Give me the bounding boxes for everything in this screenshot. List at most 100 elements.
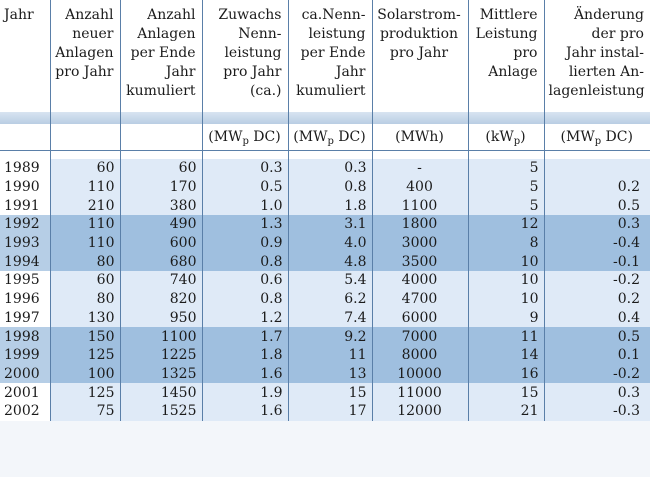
solar-statistics-table: Jahr Anzahl neuer Anlagen pro Jahr Anzahl An… <box>0 0 650 421</box>
header-neue-anlagen: Anzahl neuer Anlagen pro Jahr <box>49 0 120 112</box>
cell-produktion: - <box>371 159 468 178</box>
cell-neue-anlagen: 80 <box>49 252 120 272</box>
cell-produktion: 4000 <box>371 271 468 290</box>
cell-nennleistung-kumuliert: 3.1 <box>287 215 372 234</box>
cell-aenderung: 0.2 <box>543 289 650 309</box>
cell-aenderung: 0.5 <box>543 327 650 346</box>
cell-zuwachs: 1.3 <box>201 215 288 234</box>
cell-aenderung: 0.1 <box>543 345 650 365</box>
cell-zuwachs: 0.9 <box>201 233 288 253</box>
cell-nennleistung-kumuliert: 9.2 <box>287 327 372 346</box>
cell-mittlere-leistung: 10 <box>467 289 544 309</box>
cell-zuwachs: 0.5 <box>201 177 288 197</box>
header-solarstromproduktion: Solarstrom-produktion pro Jahr <box>371 0 468 112</box>
cell-jahr: 2001 <box>0 383 50 402</box>
cell-neue-anlagen: 110 <box>49 177 120 197</box>
cell-nennleistung-kumuliert: 6.2 <box>287 289 372 309</box>
cell-anlagen-kumuliert: 380 <box>119 196 202 216</box>
cell-anlagen-kumuliert: 740 <box>119 271 202 290</box>
cell-zuwachs: 1.2 <box>201 308 288 328</box>
cell-anlagen-kumuliert: 60 <box>119 159 202 178</box>
table-row: 2002 75 1525 1.6 17 12000 21 -0.3 <box>0 401 650 421</box>
cell-neue-anlagen: 130 <box>49 308 120 328</box>
cell-jahr: 2000 <box>0 364 50 384</box>
unit-produktion: (MWh) <box>371 124 468 151</box>
cell-jahr: 1995 <box>0 271 50 290</box>
table-row: 1995 60 740 0.6 5.4 4000 10 -0.2 <box>0 271 650 290</box>
table-row: 1994 80 680 0.8 4.8 3500 10 -0.1 <box>0 252 650 272</box>
cell-mittlere-leistung: 10 <box>467 271 544 290</box>
cell-mittlere-leistung: 15 <box>467 383 544 402</box>
header-jahr: Jahr <box>0 0 50 112</box>
cell-neue-anlagen: 60 <box>49 159 120 178</box>
cell-aenderung: 0.4 <box>543 308 650 328</box>
cell-jahr: 1996 <box>0 289 50 309</box>
cell-produktion: 3000 <box>371 233 468 253</box>
table-row: 1990 110 170 0.5 0.8 400 5 0.2 <box>0 177 650 197</box>
cell-produktion: 4700 <box>371 289 468 309</box>
cell-aenderung: -0.3 <box>543 401 650 421</box>
cell-aenderung: 0.3 <box>543 383 650 402</box>
header-row: Jahr Anzahl neuer Anlagen pro Jahr Anzahl An… <box>0 0 650 112</box>
table-row: 1993 110 600 0.9 4.0 3000 8 -0.4 <box>0 233 650 253</box>
cell-neue-anlagen: 100 <box>49 364 120 384</box>
table-row: 1997 130 950 1.2 7.4 6000 9 0.4 <box>0 308 650 328</box>
cell-anlagen-kumuliert: 820 <box>119 289 202 309</box>
cell-produktion: 1100 <box>371 196 468 216</box>
cell-zuwachs: 0.8 <box>201 289 288 309</box>
cell-neue-anlagen: 75 <box>49 401 120 421</box>
cell-nennleistung-kumuliert: 0.8 <box>287 177 372 197</box>
header-separator <box>0 112 650 124</box>
cell-neue-anlagen: 125 <box>49 345 120 365</box>
cell-neue-anlagen: 110 <box>49 233 120 253</box>
cell-mittlere-leistung: 21 <box>467 401 544 421</box>
cell-neue-anlagen: 80 <box>49 289 120 309</box>
cell-nennleistung-kumuliert: 11 <box>287 345 372 365</box>
cell-produktion: 3500 <box>371 252 468 272</box>
cell-jahr: 1997 <box>0 308 50 328</box>
cell-nennleistung-kumuliert: 7.4 <box>287 308 372 328</box>
header-anlagen-kumuliert: Anzahl Anlagen per Ende Jahr kumuliert <box>119 0 202 112</box>
table-row: 1992 110 490 1.3 3.1 1800 12 0.3 <box>0 215 650 234</box>
unit-zuwachs: (MWp DC) <box>201 124 288 151</box>
table-row: 1991 210 380 1.0 1.8 1100 5 0.5 <box>0 196 650 216</box>
cell-mittlere-leistung: 8 <box>467 233 544 253</box>
unit-nennleistung: (MWp DC) <box>287 124 372 151</box>
table-row: 1998 150 1100 1.7 9.2 7000 11 0.5 <box>0 327 650 346</box>
cell-neue-anlagen: 210 <box>49 196 120 216</box>
cell-nennleistung-kumuliert: 0.3 <box>287 159 372 178</box>
cell-jahr: 2002 <box>0 401 50 421</box>
cell-neue-anlagen: 125 <box>49 383 120 402</box>
table-row: 2001 125 1450 1.9 15 11000 15 0.3 <box>0 383 650 402</box>
units-gap <box>0 150 650 159</box>
table-row: 1989 60 60 0.3 0.3-5 <box>0 159 650 178</box>
cell-zuwachs: 1.7 <box>201 327 288 346</box>
cell-anlagen-kumuliert: 680 <box>119 252 202 272</box>
cell-produktion: 6000 <box>371 308 468 328</box>
cell-anlagen-kumuliert: 1525 <box>119 401 202 421</box>
cell-jahr: 1989 <box>0 159 50 178</box>
cell-aenderung: 0.2 <box>543 177 650 197</box>
cell-anlagen-kumuliert: 1450 <box>119 383 202 402</box>
cell-anlagen-kumuliert: 950 <box>119 308 202 328</box>
cell-mittlere-leistung: 5 <box>467 159 544 178</box>
cell-produktion: 1800 <box>371 215 468 234</box>
cell-jahr: 1993 <box>0 233 50 253</box>
cell-aenderung: -0.2 <box>543 364 650 384</box>
table-row: 1996 80 820 0.8 6.2 4700 10 0.2 <box>0 289 650 309</box>
units-row: (MWp DC) (MWp DC) (MWh) (kWp) (MWp DC) <box>0 124 650 151</box>
cell-anlagen-kumuliert: 170 <box>119 177 202 197</box>
unit-mittlere-leistung: (kWp) <box>467 124 544 151</box>
cell-produktion: 11000 <box>371 383 468 402</box>
cell-jahr: 1994 <box>0 252 50 272</box>
cell-zuwachs: 1.9 <box>201 383 288 402</box>
cell-anlagen-kumuliert: 1325 <box>119 364 202 384</box>
cell-neue-anlagen: 110 <box>49 215 120 234</box>
cell-jahr: 1990 <box>0 177 50 197</box>
cell-mittlere-leistung: 9 <box>467 308 544 328</box>
cell-mittlere-leistung: 12 <box>467 215 544 234</box>
cell-zuwachs: 1.6 <box>201 401 288 421</box>
cell-jahr: 1992 <box>0 215 50 234</box>
header-mittlere-leistung: Mittlere Leistung pro Anlage <box>467 0 544 112</box>
cell-mittlere-leistung: 11 <box>467 327 544 346</box>
